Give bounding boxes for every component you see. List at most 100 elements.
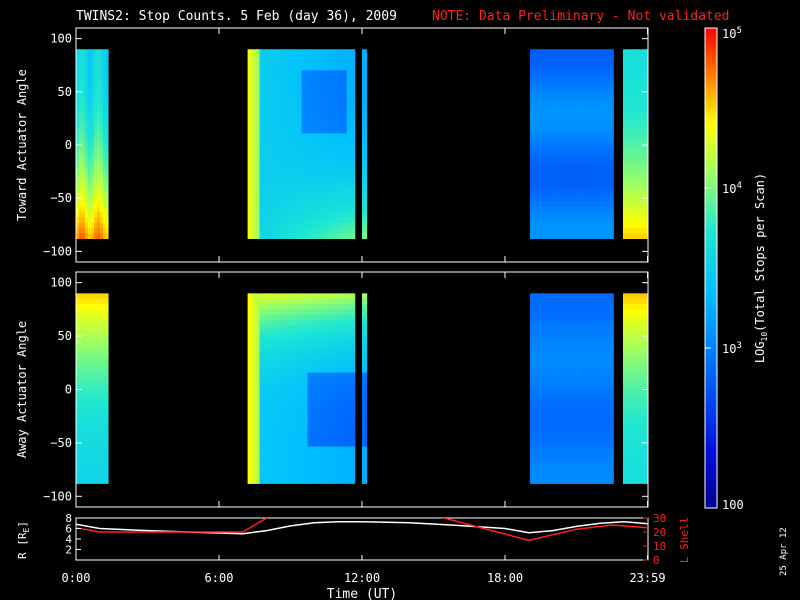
heatmap-cell [575,217,579,224]
heatmap-cell [593,159,597,166]
heatmap-cell [631,196,636,203]
heatmap-cell [340,351,344,358]
heatmap-cell [262,367,266,373]
heatmap-cell [85,212,89,218]
heatmap-cell [554,65,558,71]
heatmap-cell [596,133,600,140]
heatmap-cell [295,75,299,82]
heatmap-cell [88,149,92,155]
heatmap-cell [256,420,260,426]
heatmap-cell [103,96,107,103]
heatmap-cell [250,70,254,76]
heatmap-cell [82,117,86,124]
heatmap-cell [328,325,332,331]
heatmap-cell [545,196,549,203]
heatmap-cell [247,420,251,426]
heatmap-cell [82,180,86,187]
heatmap-cell [602,86,606,92]
heatmap-cell [82,196,86,203]
heatmap-cell [628,138,633,145]
heatmap-cell [271,149,275,155]
heatmap-cell [316,212,320,218]
heatmap-cell [362,367,366,373]
heatmap-cell [593,201,597,208]
heatmap-cell [331,346,335,352]
heatmap-cell [581,217,585,224]
heatmap-cell [307,154,311,161]
heatmap-cell [578,196,582,203]
heatmap-cell [346,222,350,229]
heatmap-cell [536,59,540,66]
heatmap-cell [352,388,356,395]
heatmap-cell [365,435,368,442]
heatmap-cell [286,362,290,368]
heatmap-cell [268,356,272,363]
heatmap-cell [265,420,269,426]
heatmap-cell [265,175,269,182]
heatmap-cell [530,233,534,239]
heatmap-cell [94,298,98,305]
heatmap-cell [88,367,92,373]
heatmap-cell [100,112,104,119]
heatmap-cell [590,86,594,92]
heatmap-cell [316,409,320,416]
heatmap-cell [536,367,540,373]
heatmap-cell [349,133,353,140]
heatmap-cell [575,128,579,134]
heatmap-cell [88,314,92,321]
heatmap-cell [310,96,314,103]
heatmap-cell [563,159,567,166]
heatmap-cell [304,325,308,331]
heatmap-cell [79,217,83,224]
heatmap-cell [85,441,89,447]
heatmap-cell [310,393,314,400]
heatmap-cell [328,138,332,145]
heatmap-cell [625,54,630,61]
heatmap-cell [578,107,582,113]
heatmap-cell [94,404,98,410]
heatmap-cell [581,107,585,113]
heatmap-cell [334,133,338,140]
heatmap-cell [325,451,329,458]
heatmap-cell [106,149,109,155]
heatmap-cell [539,138,543,145]
heatmap-cell [97,298,101,305]
heatmap-cell [85,462,89,469]
heatmap-cell [346,467,350,474]
heatmap-cell [301,196,305,203]
heatmap-cell [274,49,278,55]
heatmap-cell [539,107,543,113]
heatmap-cell [551,228,555,234]
heatmap-cell [256,207,260,213]
heatmap-cell [268,409,272,416]
heatmap-cell [106,122,109,129]
heatmap-cell [247,159,251,166]
heatmap-cell [94,222,98,229]
heatmap-cell [97,112,101,119]
heatmap-cell [82,435,86,442]
heatmap-cell [611,86,614,92]
heatmap-cell [268,441,272,447]
heatmap-cell [247,80,251,87]
heatmap-cell [331,54,335,61]
heatmap-cell [322,138,326,145]
heatmap-cell [100,435,104,442]
heatmap-cell [554,49,558,55]
heatmap-cell [625,122,630,129]
heatmap-cell [575,233,579,239]
heatmap-cell [334,91,338,98]
heatmap-cell [301,175,305,182]
heatmap-cell [313,319,317,326]
heatmap-cell [557,49,561,55]
heatmap-cell [331,457,335,463]
heatmap-cell [262,196,266,203]
heatmap-cell [322,393,326,400]
heatmap-cell [307,233,311,239]
heatmap-cell [590,170,594,176]
heatmap-cell [271,180,275,187]
heatmap-cell [536,54,540,61]
heatmap-cell [103,356,107,363]
heatmap-cell [533,112,537,119]
heatmap-cell [85,340,89,347]
heatmap-cell [316,467,320,474]
